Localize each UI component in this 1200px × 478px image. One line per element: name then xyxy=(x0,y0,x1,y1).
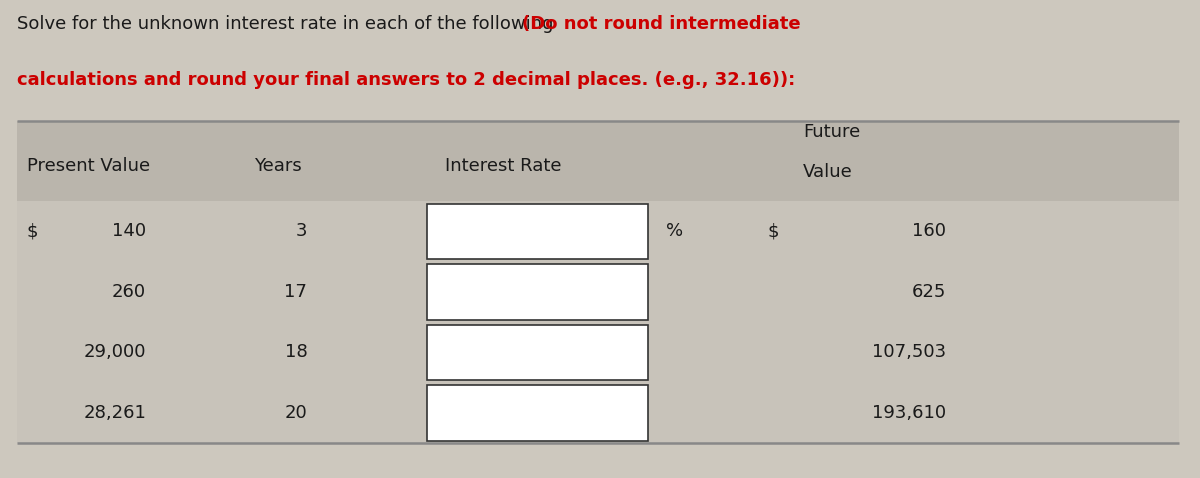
Bar xyxy=(427,325,648,380)
Text: Solve for the unknown interest rate in each of the following: Solve for the unknown interest rate in e… xyxy=(17,15,559,33)
Text: 17: 17 xyxy=(284,283,307,301)
Text: 18: 18 xyxy=(284,343,307,361)
Text: 20: 20 xyxy=(284,404,307,422)
Text: 193,610: 193,610 xyxy=(872,404,947,422)
Text: 28,261: 28,261 xyxy=(83,404,146,422)
Text: Years: Years xyxy=(253,157,301,175)
Text: 3: 3 xyxy=(296,222,307,240)
Text: 260: 260 xyxy=(112,283,146,301)
Text: 625: 625 xyxy=(912,283,947,301)
Text: %: % xyxy=(666,222,683,240)
Text: 107,503: 107,503 xyxy=(872,343,947,361)
Bar xyxy=(427,204,648,260)
Text: 29,000: 29,000 xyxy=(84,343,146,361)
Text: Future: Future xyxy=(803,123,860,141)
Text: 160: 160 xyxy=(912,222,947,240)
Text: $: $ xyxy=(767,222,779,240)
Text: Interest Rate: Interest Rate xyxy=(445,157,562,175)
Text: Present Value: Present Value xyxy=(26,157,150,175)
Bar xyxy=(17,121,1180,201)
Bar xyxy=(427,264,648,320)
Text: Value: Value xyxy=(803,163,853,182)
Text: calculations and round your final answers to 2 decimal places. (e.g., 32.16)):: calculations and round your final answer… xyxy=(17,71,796,89)
Text: 140: 140 xyxy=(112,222,146,240)
Bar xyxy=(17,201,1180,443)
Bar xyxy=(427,385,648,441)
Text: (Do not round intermediate: (Do not round intermediate xyxy=(522,15,800,33)
Text: $: $ xyxy=(26,222,38,240)
